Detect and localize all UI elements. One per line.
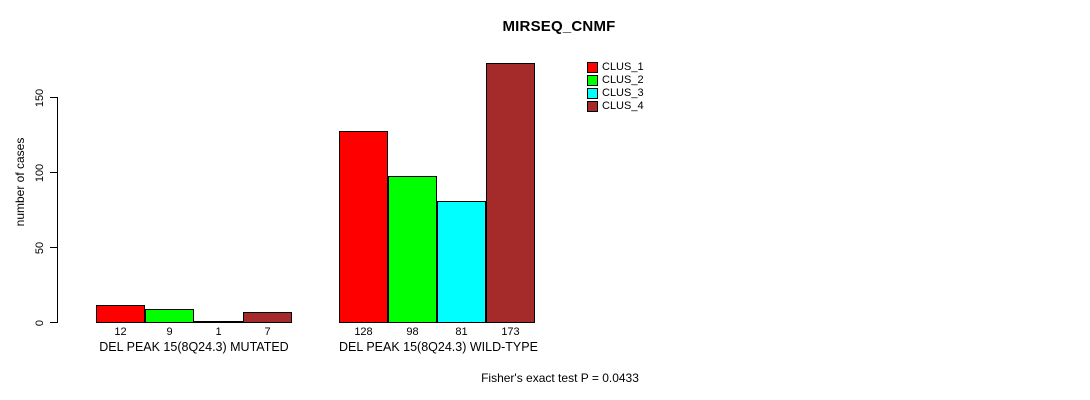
y-tick-mark [50, 172, 57, 173]
bar-clus_3-group1 [194, 321, 243, 323]
legend-label: CLUS_3 [602, 87, 644, 99]
chart-title: MIRSEQ_CNMF [502, 18, 616, 35]
bar-clus_4-group2 [486, 63, 535, 323]
y-axis-line [57, 97, 58, 323]
bar-clus_4-group1 [243, 312, 292, 323]
group-label: DEL PEAK 15(8Q24.3) MUTATED [99, 340, 289, 354]
footer-stat: Fisher's exact test P = 0.0433 [481, 371, 639, 385]
group-label: DEL PEAK 15(8Q24.3) WILD-TYPE [339, 340, 538, 354]
legend-item-clus_3: CLUS_3 [587, 88, 644, 99]
y-tick-mark [50, 322, 57, 323]
legend-swatch [587, 62, 598, 73]
bar-clus_3-group2 [437, 201, 486, 323]
legend-swatch [587, 101, 598, 112]
bar-value-label: 7 [264, 326, 271, 338]
legend-item-clus_2: CLUS_2 [587, 75, 644, 86]
bar-clus_2-group2 [388, 175, 437, 323]
legend-label: CLUS_2 [602, 74, 644, 86]
bar-value-label: 1 [215, 326, 222, 338]
legend: CLUS_1 CLUS_2 CLUS_3 CLUS_4 [587, 62, 644, 112]
bar-value-label: 98 [406, 326, 419, 338]
y-tick-mark [50, 247, 57, 248]
legend-label: CLUS_4 [602, 100, 644, 112]
bar-value-label: 173 [501, 326, 520, 338]
bar-value-label: 128 [354, 326, 373, 338]
bar-clus_2-group1 [145, 309, 194, 323]
legend-swatch [587, 75, 598, 86]
bar-clus_1-group2 [339, 130, 388, 323]
legend-item-clus_4: CLUS_4 [587, 101, 644, 112]
y-tick-label: 50 [34, 241, 46, 254]
y-tick-mark [50, 97, 57, 98]
y-tick-label: 0 [34, 319, 46, 326]
bar-value-label: 12 [114, 326, 127, 338]
y-tick-label: 100 [34, 163, 46, 182]
legend-item-clus_1: CLUS_1 [587, 62, 644, 73]
legend-swatch [587, 88, 598, 99]
bar-value-label: 81 [455, 326, 468, 338]
y-axis-label: number of cases [13, 137, 27, 227]
legend-label: CLUS_1 [602, 61, 644, 73]
bar-clus_1-group1 [96, 304, 145, 323]
bar-value-label: 9 [166, 326, 173, 338]
y-tick-label: 150 [34, 88, 46, 107]
